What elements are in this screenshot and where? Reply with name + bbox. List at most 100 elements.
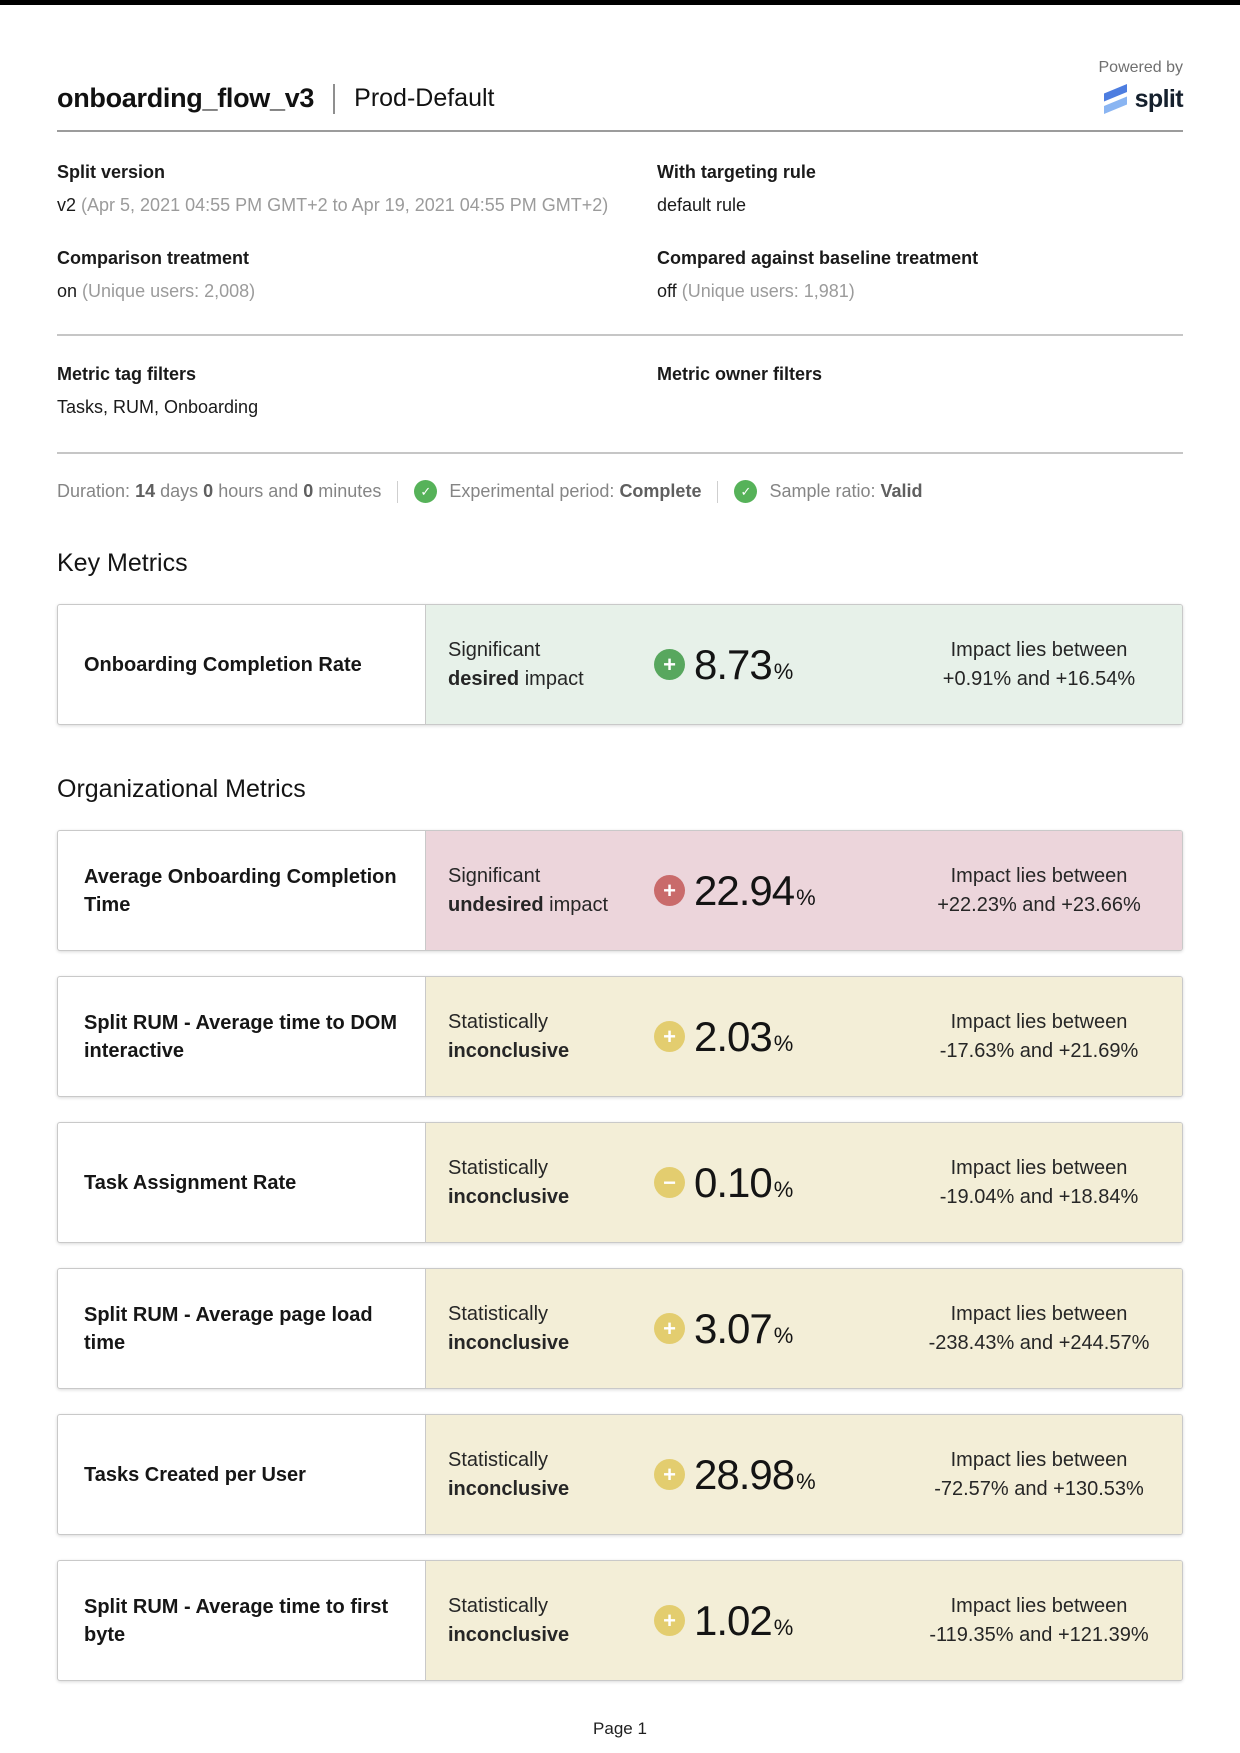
metric-filters: Metric tag filters Tasks, RUM, Onboardin…: [57, 364, 1183, 450]
duration-text: Duration: 14 days 0 hours and 0 minutes: [57, 481, 382, 501]
impact-value-group: + 1.02%: [654, 1597, 914, 1645]
impact-unit: %: [796, 1468, 816, 1494]
experimental-period-status: Experimental period: Complete: [449, 481, 702, 501]
metric-result: Statistically inconclusive − 0.10% Impac…: [426, 1123, 1182, 1242]
field-label: Compared against baseline treatment: [657, 248, 979, 268]
key-metrics-heading: Key Metrics: [57, 549, 188, 577]
field-value: off (Unique users: 1,981): [657, 281, 855, 301]
significance-status: Statistically inconclusive: [448, 1448, 570, 1500]
field-value: default rule: [657, 195, 747, 215]
check-icon: [414, 480, 438, 503]
impact-value: 8.73: [694, 640, 773, 688]
metric-card: Tasks Created per User Statistically inc…: [57, 1414, 1183, 1535]
impact-confidence-range: Impact lies between -72.57% and +130.53%: [934, 1448, 1144, 1500]
field-label: Metric owner filters: [657, 364, 823, 384]
metric-card: Split RUM - Average time to first byte S…: [57, 1560, 1183, 1681]
impact-value-group: − 0.10%: [654, 1159, 914, 1207]
page-number: Page 1: [593, 1719, 647, 1738]
significance-status: Statistically inconclusive: [448, 1594, 570, 1646]
comparison-treatment-field: Comparison treatment on (Unique users: 2…: [57, 248, 657, 302]
impact-confidence-range: Impact lies between -238.43% and +244.57…: [928, 1302, 1150, 1354]
impact-unit: %: [773, 658, 794, 684]
impact-confidence-range: Impact lies between -19.04% and +18.84%: [939, 1156, 1139, 1208]
field-value: [657, 397, 1183, 417]
plus-circle-icon: +: [654, 1021, 685, 1052]
field-label: Comparison treatment: [57, 248, 250, 268]
brand-logo: split: [1099, 84, 1184, 114]
field-label: With targeting rule: [657, 162, 816, 182]
sample-ratio-status: Sample ratio: Valid: [769, 481, 923, 501]
separator: [717, 480, 719, 503]
impact-value: 3.07: [694, 1304, 773, 1352]
impact-value-group: + 2.03%: [654, 1013, 914, 1061]
metric-name: Split RUM - Average time to first byte: [58, 1561, 426, 1680]
key-metrics-list: Onboarding Completion Rate Significant d…: [57, 604, 1183, 725]
separator: [397, 480, 399, 503]
metric-card: Split RUM - Average page load time Stati…: [57, 1268, 1183, 1389]
metric-card: Split RUM - Average time to DOM interact…: [57, 976, 1183, 1097]
significance-status: Significant desired impact: [448, 638, 584, 690]
field-value: Tasks, RUM, Onboarding: [57, 397, 259, 417]
field-value: on (Unique users: 2,008): [57, 281, 256, 301]
impact-confidence-range: Impact lies between -17.63% and +21.69%: [939, 1010, 1139, 1062]
significance-status: Statistically inconclusive: [448, 1302, 570, 1354]
plus-circle-icon: +: [654, 1459, 685, 1490]
organizational-metrics-list: Average Onboarding Completion Time Signi…: [57, 830, 1183, 1681]
split-version-field: Split version v2 (Apr 5, 2021 04:55 PM G…: [57, 162, 657, 216]
impact-unit: %: [773, 1322, 794, 1348]
organizational-metrics-heading: Organizational Metrics: [57, 775, 306, 803]
impact-value-group: + 22.94%: [654, 867, 914, 915]
section-divider: [57, 334, 1183, 336]
header-rule: [57, 130, 1183, 132]
experiment-status-bar: Duration: 14 days 0 hours and 0 minutes …: [57, 480, 1183, 503]
metric-result: Statistically inconclusive + 1.02% Impac…: [426, 1561, 1182, 1680]
targeting-rule-field: With targeting rule default rule: [657, 162, 1183, 216]
metric-result: Significant undesired impact + 22.94% Im…: [426, 831, 1182, 950]
impact-value-group: + 28.98%: [654, 1451, 914, 1499]
impact-confidence-range: Impact lies between +22.23% and +23.66%: [937, 864, 1141, 916]
minus-circle-icon: −: [654, 1167, 685, 1198]
plus-circle-icon: +: [654, 649, 685, 680]
impact-value: 28.98: [694, 1450, 795, 1498]
significance-status: Significant undesired impact: [448, 864, 609, 916]
experiment-metadata: Split version v2 (Apr 5, 2021 04:55 PM G…: [57, 162, 1183, 334]
impact-unit: %: [773, 1176, 794, 1202]
impact-value: 2.03: [694, 1012, 773, 1060]
impact-unit: %: [796, 884, 816, 910]
metric-tag-filters-field: Metric tag filters Tasks, RUM, Onboardin…: [57, 364, 657, 418]
impact-value: 1.02: [694, 1596, 773, 1644]
metric-card: Onboarding Completion Rate Significant d…: [57, 604, 1183, 725]
impact-unit: %: [773, 1614, 794, 1640]
metric-result: Significant desired impact + 8.73% Impac…: [426, 605, 1182, 724]
impact-value-group: + 8.73%: [654, 641, 914, 689]
field-label: Metric tag filters: [57, 364, 197, 384]
metric-result: Statistically inconclusive + 3.07% Impac…: [426, 1269, 1182, 1388]
impact-unit: %: [773, 1030, 794, 1056]
plus-circle-icon: +: [654, 875, 685, 906]
check-icon: [734, 480, 758, 503]
significance-status: Statistically inconclusive: [448, 1156, 570, 1208]
split-wordmark: split: [1134, 84, 1184, 113]
field-value: v2 (Apr 5, 2021 04:55 PM GMT+2 to Apr 19…: [57, 195, 609, 215]
impact-value-group: + 3.07%: [654, 1305, 914, 1353]
impact-value: 22.94: [694, 866, 795, 914]
split-logo-icon: [1102, 84, 1129, 114]
metric-card: Task Assignment Rate Statistically incon…: [57, 1122, 1183, 1243]
field-label: Split version: [57, 162, 166, 182]
impact-confidence-range: Impact lies between +0.91% and +16.54%: [942, 638, 1136, 690]
baseline-treatment-field: Compared against baseline treatment off …: [657, 248, 1183, 302]
top-border: [0, 0, 1240, 5]
metric-name: Tasks Created per User: [58, 1415, 426, 1534]
powered-by-label: Powered by: [1098, 59, 1184, 76]
metric-name: Split RUM - Average page load time: [58, 1269, 426, 1388]
metric-name: Task Assignment Rate: [58, 1123, 426, 1242]
metric-result: Statistically inconclusive + 2.03% Impac…: [426, 977, 1182, 1096]
metric-name: Average Onboarding Completion Time: [58, 831, 426, 950]
environment-name: Prod-Default: [354, 84, 495, 112]
metric-card: Average Onboarding Completion Time Signi…: [57, 830, 1183, 951]
title-divider: [333, 83, 336, 114]
page-title: onboarding_flow_v3: [57, 83, 315, 113]
plus-circle-icon: +: [654, 1605, 685, 1636]
metric-owner-filters-field: Metric owner filters: [657, 364, 1183, 418]
metric-name: Split RUM - Average time to DOM interact…: [58, 977, 426, 1096]
